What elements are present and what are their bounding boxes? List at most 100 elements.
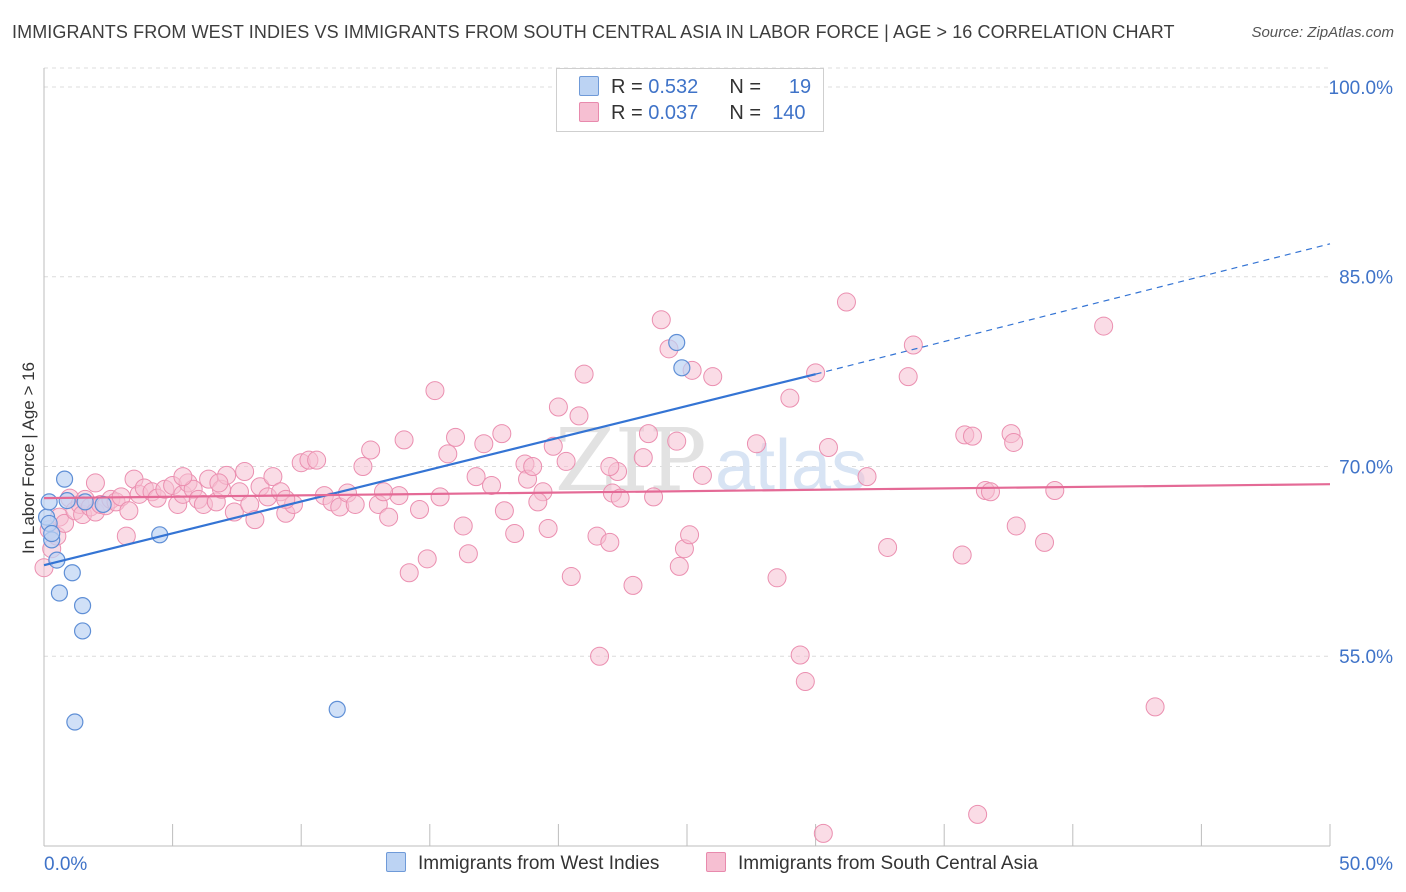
point-south-central-asia-104 — [680, 525, 700, 545]
point-south-central-asia-121 — [952, 545, 972, 565]
point-south-central-asia-74 — [482, 475, 502, 495]
point-south-central-asia-57 — [353, 456, 373, 476]
point-south-central-asia-20 — [119, 501, 139, 521]
bottom-legend-label: Immigrants from West Indies — [418, 853, 660, 874]
bottom-legend-label: Immigrants from South Central Asia — [738, 853, 1038, 874]
point-south-central-asia-128 — [1004, 432, 1024, 452]
point-south-central-asia-72 — [466, 467, 486, 487]
point-south-central-asia-124 — [968, 804, 988, 824]
y-axis-label: In Labor Force | Age > 16 — [19, 362, 38, 554]
point-south-central-asia-45 — [263, 467, 283, 487]
legend-n-value: 19 — [788, 76, 812, 98]
legend-row-west-indies: R = 0.532 N = 19 — [579, 76, 811, 102]
point-south-central-asia-132 — [1094, 316, 1114, 336]
point-south-central-asia-73 — [474, 434, 494, 454]
point-south-central-asia-117 — [857, 467, 877, 487]
point-south-central-asia-67 — [430, 487, 450, 507]
point-west-indies-10 — [73, 597, 92, 615]
point-west-indies-12 — [76, 493, 94, 511]
bottom-legend-swatch-pink — [706, 852, 726, 872]
point-south-central-asia-70 — [453, 516, 473, 536]
point-south-central-asia-138 — [173, 467, 193, 487]
point-west-indies-9 — [63, 564, 81, 582]
series-west-indies-points — [37, 333, 691, 731]
legend-swatch-pink — [579, 102, 599, 122]
point-south-central-asia-95 — [623, 575, 643, 595]
point-west-indies-16 — [328, 700, 346, 718]
bottom-legend-west-indies: Immigrants from West Indies — [386, 852, 659, 875]
point-south-central-asia-51 — [307, 450, 327, 470]
point-south-central-asia-91 — [600, 532, 620, 552]
y-tick-label-2: 85.0% — [1339, 268, 1393, 289]
axes — [43, 68, 1331, 847]
point-south-central-asia-62 — [394, 430, 414, 450]
point-south-central-asia-139 — [528, 492, 548, 512]
point-west-indies-8 — [58, 492, 76, 510]
point-west-indies-13 — [66, 713, 84, 731]
point-south-central-asia-68 — [438, 444, 458, 464]
point-south-central-asia-87 — [569, 406, 589, 426]
y-tick-label-0: 55.0% — [1339, 647, 1393, 668]
point-south-central-asia-106 — [692, 465, 712, 485]
point-west-indies-17 — [668, 333, 686, 352]
point-south-central-asia-64 — [410, 499, 430, 519]
legend-row-south-central-asia: R = 0.037 N = 140 — [579, 102, 806, 128]
point-south-central-asia-90 — [590, 646, 610, 666]
point-south-central-asia-63 — [399, 563, 419, 583]
x-tick-label-min: 0.0% — [44, 854, 87, 875]
point-west-indies-6 — [50, 584, 69, 602]
watermark: ZIP atlas — [555, 411, 867, 511]
point-south-central-asia-131 — [1045, 481, 1065, 501]
chart-title: IMMIGRANTS FROM WEST INDIES VS IMMIGRANT… — [12, 22, 1175, 42]
legend-n-label: N = — [729, 102, 762, 124]
point-south-central-asia-71 — [458, 544, 478, 564]
point-south-central-asia-76 — [494, 501, 514, 521]
point-west-indies-14 — [94, 495, 112, 514]
point-south-central-asia-60 — [379, 507, 399, 527]
point-south-central-asia-40 — [235, 462, 255, 482]
trend-west-indies-extension — [815, 243, 1331, 375]
point-south-central-asia-77 — [505, 524, 525, 544]
trend-west-indies — [43, 373, 816, 567]
point-south-central-asia-111 — [790, 645, 810, 665]
point-south-central-asia-97 — [638, 424, 658, 444]
x-tick-labels: 0.0% 50.0% — [44, 854, 1393, 875]
trend-lines — [43, 243, 1331, 567]
point-south-central-asia-102 — [669, 556, 689, 576]
point-south-central-asia-130 — [1035, 532, 1055, 552]
point-south-central-asia-75 — [492, 424, 512, 444]
watermark-atlas: atlas — [715, 426, 867, 506]
point-south-central-asia-118 — [878, 537, 898, 557]
x-tick-label-max: 50.0% — [1339, 854, 1393, 875]
point-south-central-asia-69 — [446, 427, 466, 447]
point-south-central-asia-94 — [610, 488, 630, 508]
watermark-zip: ZIP — [555, 411, 707, 511]
point-south-central-asia-113 — [806, 363, 826, 383]
point-south-central-asia-135 — [374, 482, 394, 502]
point-south-central-asia-65 — [417, 549, 437, 569]
point-west-indies-11 — [73, 622, 92, 640]
point-south-central-asia-129 — [1006, 516, 1026, 536]
point-south-central-asia-115 — [813, 823, 833, 843]
legend-n-value: 140 — [772, 102, 806, 124]
point-south-central-asia-108 — [746, 434, 766, 454]
legend-r-label: R = — [611, 76, 643, 98]
point-south-central-asia-137 — [209, 473, 229, 493]
point-south-central-asia-82 — [538, 518, 558, 538]
point-south-central-asia-96 — [633, 448, 653, 468]
point-south-central-asia-110 — [780, 388, 800, 408]
point-south-central-asia-112 — [795, 672, 815, 692]
point-south-central-asia-66 — [425, 381, 445, 401]
point-west-indies-7 — [55, 470, 74, 488]
point-south-central-asia-126 — [980, 482, 1000, 502]
point-south-central-asia-58 — [361, 440, 381, 460]
point-south-central-asia-133 — [1145, 697, 1165, 717]
point-west-indies-4 — [43, 524, 61, 543]
point-south-central-asia-107 — [703, 367, 723, 387]
legend-swatch-blue — [579, 76, 599, 96]
trend-south-central-asia — [43, 483, 1331, 500]
point-south-central-asia-86 — [561, 567, 581, 587]
legend-n-label: N = — [729, 76, 762, 98]
bottom-legend-swatch-blue — [386, 852, 406, 872]
